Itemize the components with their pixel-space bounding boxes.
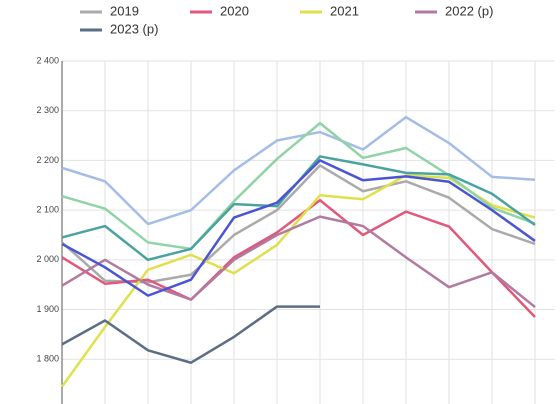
line-series: [61, 121, 536, 251]
y-tick-label: 1 900: [36, 304, 59, 314]
legend-label: 2019: [110, 3, 139, 18]
y-tick-label: 2 300: [36, 105, 59, 115]
y-tick-label: 2 200: [36, 155, 59, 165]
line-series: [61, 159, 536, 297]
legend-label: 2021: [330, 3, 359, 18]
legend-label: 2023 (p): [110, 21, 158, 36]
legend-label: 2022 (p): [445, 3, 493, 18]
line-series: [61, 215, 536, 309]
y-tick-label: 1 800: [36, 354, 59, 364]
y-tick-label: 2 000: [36, 254, 59, 264]
line-series: [61, 305, 320, 364]
legend-label: 2020: [220, 3, 249, 18]
line-series: [61, 115, 536, 226]
line-series: [61, 198, 536, 318]
y-tick-label: 2 100: [36, 205, 59, 215]
y-tick-label: 2 400: [36, 55, 59, 65]
